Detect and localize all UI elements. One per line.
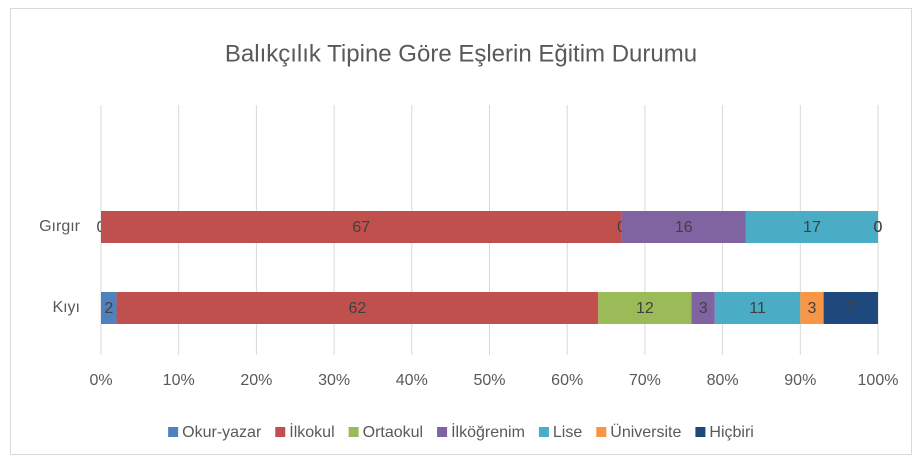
- y-tick-label: Kıyı: [52, 299, 80, 316]
- bar-segment: [691, 292, 715, 324]
- chart-title: Balıkçılık Tipine Göre Eşlerin Eğitim Du…: [225, 40, 697, 67]
- data-label: 17: [803, 219, 821, 236]
- data-label: 3: [808, 300, 817, 317]
- legend-label: Üniversite: [610, 423, 681, 441]
- data-label: 67: [352, 219, 370, 236]
- data-label: 12: [636, 300, 654, 317]
- bar-segment: [101, 292, 117, 324]
- bar-segment: [116, 292, 599, 324]
- data-label: 0: [874, 219, 883, 236]
- x-tick-label: 20%: [240, 372, 272, 389]
- bar-segment: [714, 292, 801, 324]
- x-tick-label: 0%: [89, 372, 112, 389]
- bar-segment: [101, 211, 622, 243]
- legend-label: İlkokul: [289, 422, 334, 441]
- legend: Okur-yazar İlkokul Ortaokul İlköğrenim Lise Ü…: [168, 422, 754, 441]
- legend-swatch: [168, 427, 179, 437]
- bar-segment: [823, 292, 878, 324]
- x-tick-label: 80%: [707, 372, 739, 389]
- legend-label: Hiçbiri: [709, 424, 753, 441]
- data-label: 3: [699, 300, 708, 317]
- bar-segment: [621, 211, 746, 243]
- data-label: 2: [104, 300, 113, 317]
- x-tick-label: 70%: [629, 372, 661, 389]
- x-tick-label: 10%: [163, 372, 195, 389]
- legend-swatch: [596, 427, 607, 437]
- y-tick-label: Gırgır: [39, 218, 81, 235]
- legend-label: Okur-yazar: [182, 424, 262, 441]
- x-tick-label: 40%: [396, 372, 428, 389]
- x-tick-label: 60%: [551, 372, 583, 389]
- x-tick-label: 90%: [784, 372, 816, 389]
- data-label: 7: [846, 300, 855, 317]
- x-tick-label: 100%: [858, 372, 899, 389]
- legend-swatch: [348, 427, 359, 437]
- bar-segment: [745, 211, 878, 243]
- legend-label: İlköğrenim: [451, 422, 525, 441]
- legend-swatch: [538, 427, 549, 437]
- data-label: 0: [874, 219, 883, 236]
- x-tick-label: 50%: [473, 372, 505, 389]
- legend-swatch: [275, 427, 286, 437]
- data-label: 11: [749, 300, 766, 317]
- legend-label: Ortaokul: [363, 424, 423, 441]
- bar-segment: [800, 292, 824, 324]
- data-label: 62: [349, 300, 367, 317]
- x-tick-label: 30%: [318, 372, 350, 389]
- legend-label: Lise: [553, 424, 582, 441]
- legend-swatch: [695, 427, 706, 437]
- legend-swatch: [437, 427, 448, 437]
- bar-segment: [598, 292, 692, 324]
- data-label: 16: [675, 219, 693, 236]
